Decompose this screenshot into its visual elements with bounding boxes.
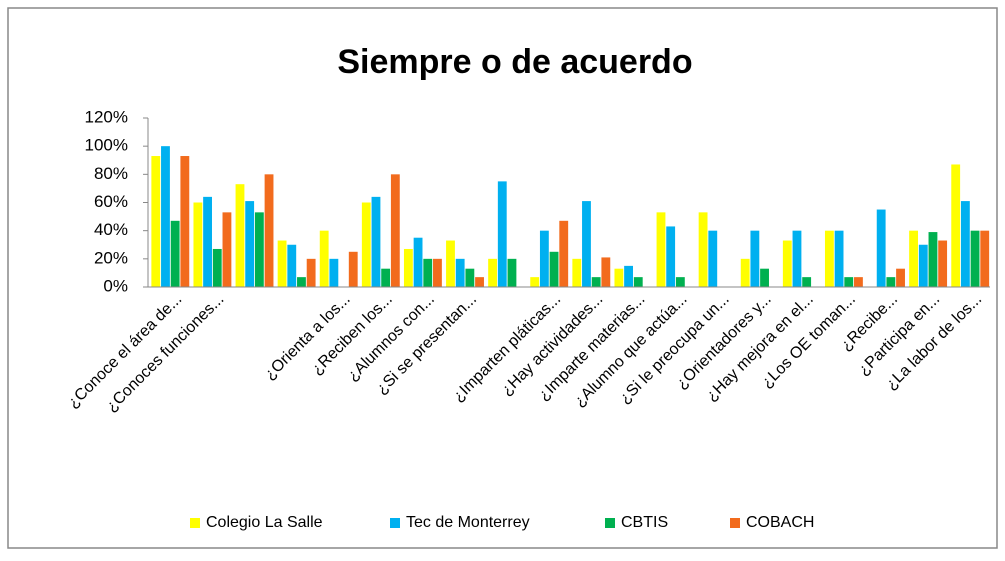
bar: [488, 258, 498, 287]
y-tick-label: 20%: [94, 248, 128, 267]
bar: [446, 240, 455, 287]
bar: [909, 230, 919, 287]
bar: [264, 174, 274, 287]
legend-swatch: [605, 518, 615, 528]
bar: [277, 240, 287, 287]
bar: [834, 230, 844, 287]
bar: [465, 268, 475, 287]
bar: [582, 201, 591, 287]
bar: [614, 268, 624, 287]
bar: [180, 156, 190, 287]
bar: [319, 230, 329, 287]
bar: [750, 230, 760, 287]
bar: [624, 265, 633, 287]
bar: [151, 156, 161, 287]
legend-swatch: [190, 518, 200, 528]
legend-label: Colegio La Salle: [206, 514, 323, 531]
bar: [782, 240, 792, 287]
bar: [348, 251, 358, 287]
bar: [708, 230, 718, 287]
bar: [530, 277, 540, 287]
bar: [666, 226, 676, 287]
bar: [222, 212, 232, 287]
bar: [193, 202, 203, 287]
bar: [549, 251, 559, 287]
bar: [423, 258, 433, 287]
bar: [601, 257, 611, 287]
bar: [844, 277, 854, 287]
bar: [361, 202, 371, 287]
bar: [475, 277, 484, 287]
bar: [245, 201, 255, 287]
legend-swatch: [390, 518, 400, 528]
bar: [876, 209, 886, 287]
bar: [740, 258, 750, 287]
y-tick-label: 40%: [94, 220, 128, 239]
bar: [980, 230, 990, 287]
bar: [161, 146, 170, 287]
bar: [970, 230, 980, 287]
legend-label: COBACH: [746, 514, 814, 531]
bar: [951, 164, 961, 287]
bar: [886, 277, 896, 287]
legend-label: CBTIS: [621, 514, 668, 531]
y-tick-label: 60%: [94, 192, 128, 211]
bar: [390, 174, 400, 287]
bar: [854, 277, 863, 287]
bar: [572, 258, 582, 287]
bar: [792, 230, 802, 287]
bar: [928, 232, 938, 287]
bar: [918, 244, 928, 287]
bar: [433, 258, 442, 287]
chart-title: Siempre o de acuerdo: [337, 43, 692, 81]
bar: [760, 268, 769, 287]
bar: [559, 220, 569, 287]
bar: [656, 212, 666, 287]
bar: [254, 212, 264, 287]
bar: [403, 248, 413, 287]
bar: [329, 258, 339, 287]
y-tick-label: 0%: [103, 276, 128, 295]
bar: [802, 277, 812, 287]
y-tick-label: 120%: [85, 107, 128, 126]
y-tick-label: 100%: [85, 136, 128, 155]
bar: [287, 244, 297, 287]
bar: [591, 277, 601, 287]
bar: [306, 258, 316, 287]
bar: [371, 196, 381, 287]
bar: [413, 237, 423, 287]
bar: [507, 258, 517, 287]
bar: [698, 212, 708, 287]
bar: [235, 184, 245, 287]
bar: [170, 220, 180, 287]
bar: [633, 277, 643, 287]
bar: [960, 201, 970, 287]
bar: [938, 240, 948, 287]
bar: [297, 277, 306, 287]
bar: [497, 181, 507, 287]
legend-label: Tec de Monterrey: [406, 514, 530, 531]
y-tick-label: 80%: [94, 164, 128, 183]
bar: [896, 268, 905, 287]
bar: [212, 248, 222, 287]
bar: [455, 258, 465, 287]
legend-swatch: [730, 518, 740, 528]
bar: [824, 230, 834, 287]
bar: [381, 268, 391, 287]
bar: [539, 230, 549, 287]
bar: [675, 277, 685, 287]
bar: [203, 196, 212, 287]
